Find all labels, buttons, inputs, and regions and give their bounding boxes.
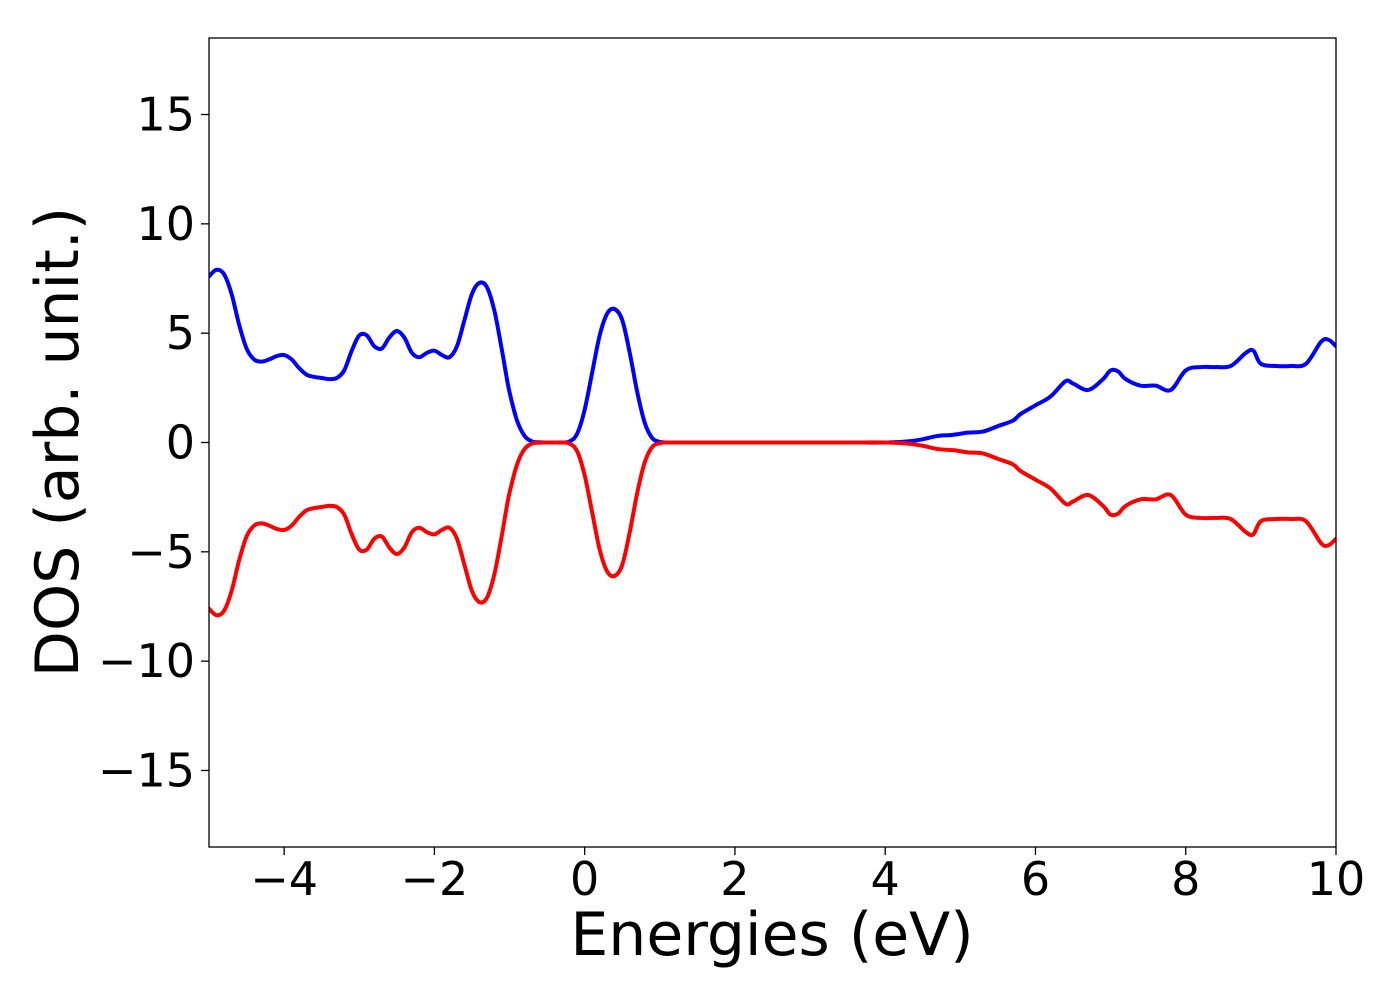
series-line-blue [209, 267, 1336, 445]
x-tick-label: 6 [1021, 852, 1050, 906]
x-tick-label: −4 [250, 852, 318, 906]
series-line-red [209, 440, 1336, 618]
y-tick-label: 5 [166, 306, 195, 360]
y-tick-label: 10 [136, 197, 195, 251]
y-axis-title: DOS (arb. unit.) [23, 207, 93, 677]
x-tick-label: 4 [871, 852, 900, 906]
x-tick-label: 8 [1171, 852, 1200, 906]
x-tick-label: 10 [1307, 852, 1366, 906]
x-tick-label: 0 [570, 852, 599, 906]
series-layer [209, 267, 1336, 618]
y-axis: −15 −10 −5 0 5 10 15 [98, 88, 209, 797]
y-tick-label: 15 [136, 88, 195, 142]
y-tick-label: 0 [166, 416, 195, 470]
x-axis-title: Energies (eV) [570, 900, 973, 970]
x-tick-label: −2 [400, 852, 468, 906]
y-tick-label: −10 [98, 634, 195, 688]
x-tick-label: 2 [720, 852, 749, 906]
y-tick-label: −15 [98, 743, 195, 797]
x-axis: −4 −2 0 2 4 6 8 10 [250, 847, 1365, 906]
y-tick-label: −5 [127, 525, 195, 579]
